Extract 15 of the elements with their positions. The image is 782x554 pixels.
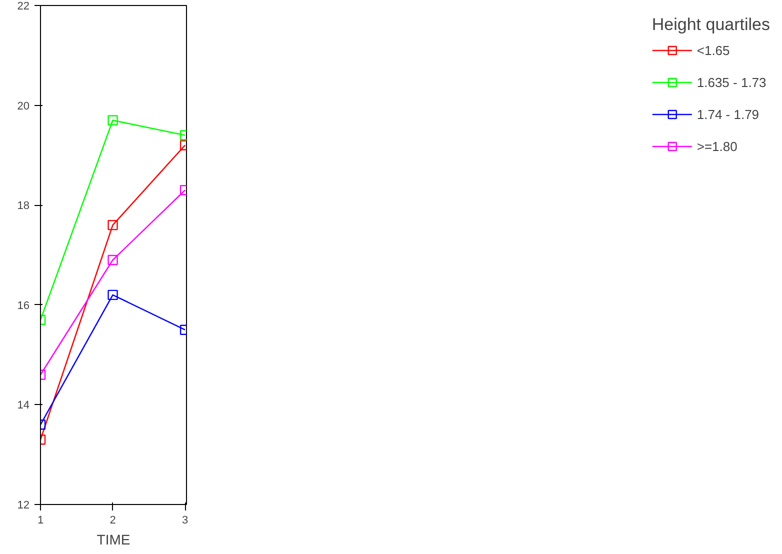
x-tick-label: 1 [37,514,44,526]
x-tick-label: 3 [182,514,188,526]
y-tick-label: 22 [17,0,30,12]
y-tick-label: 12 [17,500,30,512]
y-tick-label: 18 [17,200,30,212]
y-tick-label: 14 [17,400,30,412]
x-axis-title: TIME [96,532,130,548]
x-tick-label: 2 [110,514,116,526]
legend-label: <1.65 [696,42,730,58]
legend-label: 1.635 - 1.73 [696,74,766,90]
legend-label: 1.74 - 1.79 [696,106,760,122]
legend-label: >=1.80 [696,138,738,154]
y-tick-label: 16 [17,300,30,312]
y-tick-label: 20 [17,100,30,112]
legend-title: Height quartiles [652,15,770,35]
